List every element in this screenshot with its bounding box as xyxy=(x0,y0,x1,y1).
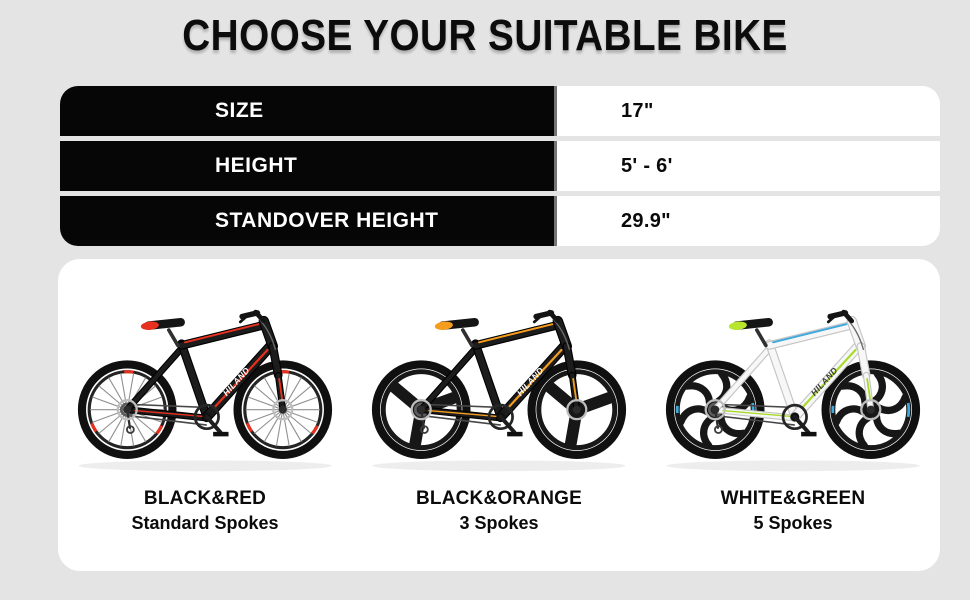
bike-photo-white-green: HILAND xyxy=(657,273,929,473)
spec-row-size: SIZE 17" xyxy=(60,86,940,136)
bike-spokes-label: Standard Spokes xyxy=(131,513,279,533)
bike-name: BLACK&RED xyxy=(143,488,267,509)
spec-label-height: HEIGHT xyxy=(60,141,554,191)
bike-illustration: HILAND xyxy=(371,309,627,472)
bike-illustration: HILAND xyxy=(77,309,333,472)
bike-photo-black-red: HILAND xyxy=(69,273,341,473)
bike-card-black-red: HILAND BLACK&RED Standard Spokes xyxy=(58,259,352,571)
spec-value-size: 17" xyxy=(554,86,940,136)
spec-value-height: 5' - 6' xyxy=(554,141,940,191)
spec-row-height: HEIGHT 5' - 6' xyxy=(60,141,940,191)
bike-name: BLACK&ORANGE xyxy=(415,488,582,509)
bike-photo-black-orange: HILAND xyxy=(363,273,635,473)
bike-card-black-orange: HILAND BLACK&ORANGE 3 Spokes xyxy=(352,259,646,571)
bike-spokes-label: 3 Spokes xyxy=(459,513,539,533)
spec-table: SIZE 17" HEIGHT 5' - 6' STANDOVER HEIGHT… xyxy=(60,86,940,251)
bike-illustration: HILAND xyxy=(665,309,921,472)
spec-label-standover: STANDOVER HEIGHT xyxy=(60,196,554,246)
bike-spokes-label: 5 Spokes xyxy=(753,513,833,533)
page-title-text: CHOOSE YOUR SUITABLE BIKE xyxy=(182,11,788,60)
bike-card-white-green: HILAND WHITE&GREEN 5 Spokes xyxy=(646,259,940,571)
bikes-panel: HILAND BLACK&RED Standard Spokes HILAND … xyxy=(58,259,940,571)
page-title: CHOOSE YOUR SUITABLE BIKE xyxy=(0,11,970,60)
spec-row-standover: STANDOVER HEIGHT 29.9" xyxy=(60,196,940,246)
spec-label-size: SIZE xyxy=(60,86,554,136)
spec-value-standover: 29.9" xyxy=(554,196,940,246)
bike-name: WHITE&GREEN xyxy=(720,488,866,509)
